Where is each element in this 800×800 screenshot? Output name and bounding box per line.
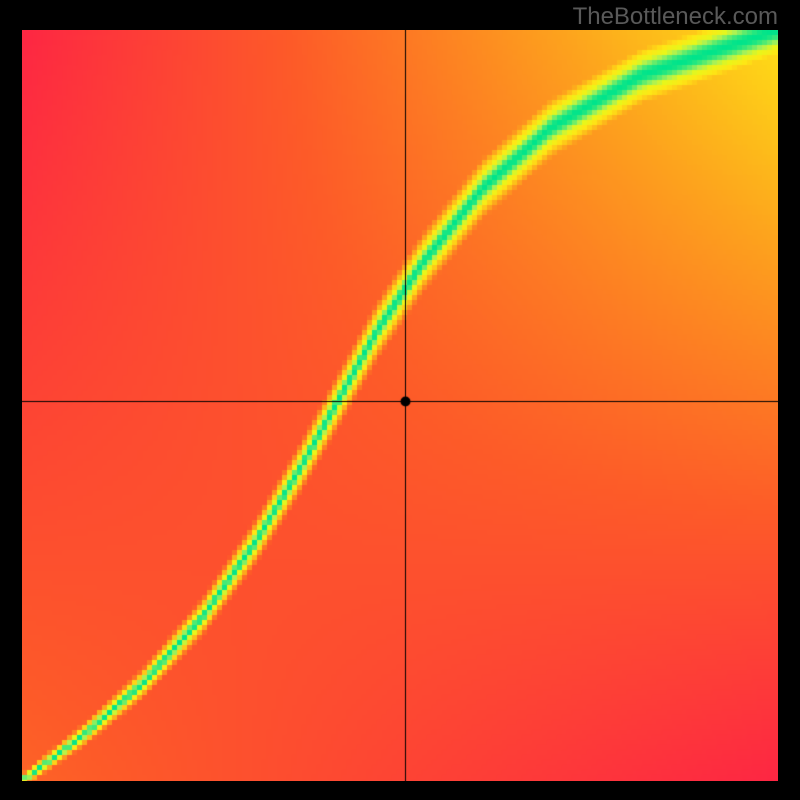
watermark-text: TheBottleneck.com [573,3,778,31]
heatmap-canvas [22,30,778,781]
chart-container: TheBottleneck.com [0,0,800,800]
